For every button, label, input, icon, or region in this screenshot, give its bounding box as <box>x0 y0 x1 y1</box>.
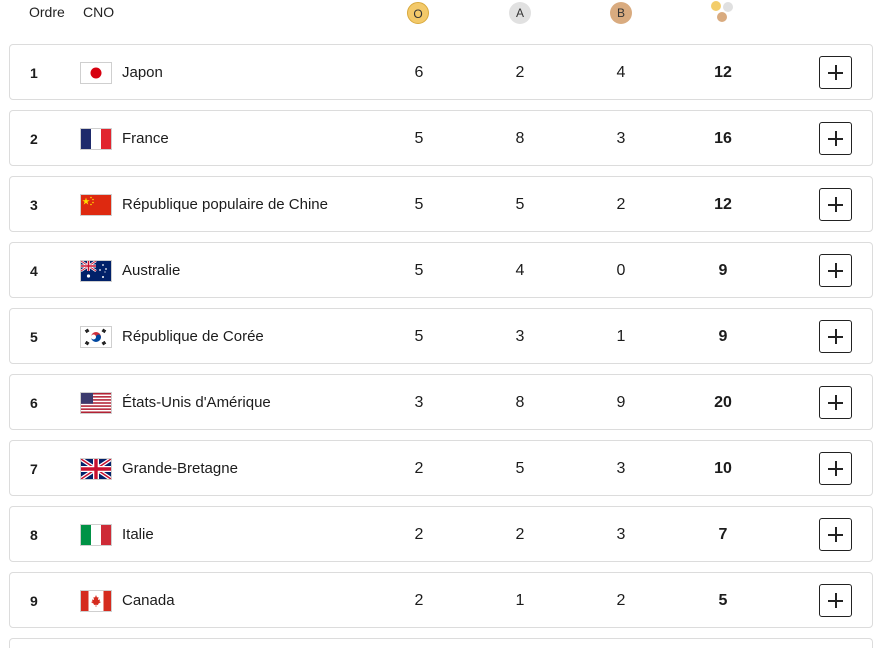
gold-count: 5 <box>414 262 424 279</box>
table-row[interactable]: 4 Australie 5 4 0 9 <box>9 242 873 298</box>
italy-flag-icon <box>80 524 112 546</box>
rank: 1 <box>30 65 38 81</box>
expand-button[interactable] <box>819 188 852 221</box>
bronze-count: 1 <box>616 328 626 345</box>
silver-count: 1 <box>515 592 525 609</box>
gold-count: 3 <box>414 394 424 411</box>
rank: 2 <box>30 131 38 147</box>
medals-total-icon[interactable] <box>711 1 739 25</box>
silver-count: 8 <box>515 130 525 147</box>
total-count: 9 <box>718 328 728 345</box>
korea-flag-icon <box>80 326 112 348</box>
country-name[interactable]: République populaire de Chine <box>122 196 328 213</box>
country-name[interactable]: Australie <box>122 262 181 279</box>
china-flag-icon <box>80 194 112 216</box>
rank: 7 <box>30 461 38 477</box>
country-name[interactable]: Canada <box>122 592 175 609</box>
table-row-partial <box>9 638 873 648</box>
table-row[interactable]: 1 Japon 6 2 4 12 <box>9 44 873 100</box>
table-row[interactable]: 2 France 5 8 3 16 <box>9 110 873 166</box>
expand-button[interactable] <box>819 254 852 287</box>
silver-count: 2 <box>515 526 525 543</box>
bronze-count: 3 <box>616 526 626 543</box>
expand-button[interactable] <box>819 386 852 419</box>
medal-table-header: Ordre CNO O A B <box>0 0 886 30</box>
rank: 5 <box>30 329 38 345</box>
column-header-order[interactable]: Ordre <box>29 4 65 20</box>
country-name[interactable]: Japon <box>122 64 163 81</box>
japan-flag-icon <box>80 62 112 84</box>
table-row[interactable]: 5 République de Corée 5 3 1 9 <box>9 308 873 364</box>
bronze-count: 9 <box>616 394 626 411</box>
australia-flag-icon <box>80 260 112 282</box>
gold-count: 5 <box>414 130 424 147</box>
total-count: 9 <box>718 262 728 279</box>
silver-count: 4 <box>515 262 525 279</box>
silver-count: 3 <box>515 328 525 345</box>
bronze-count: 3 <box>616 130 626 147</box>
great-britain-flag-icon <box>80 458 112 480</box>
rank: 9 <box>30 593 38 609</box>
bronze-count: 0 <box>616 262 626 279</box>
expand-button[interactable] <box>819 452 852 485</box>
expand-button[interactable] <box>819 320 852 353</box>
expand-button[interactable] <box>819 56 852 89</box>
column-header-cno[interactable]: CNO <box>83 4 115 20</box>
gold-count: 5 <box>414 196 424 213</box>
country-name[interactable]: États-Unis d'Amérique <box>122 394 271 411</box>
expand-button[interactable] <box>819 584 852 617</box>
total-count: 5 <box>718 592 728 609</box>
country-name[interactable]: Grande-Bretagne <box>122 460 238 477</box>
bronze-count: 2 <box>616 196 626 213</box>
gold-count: 2 <box>414 592 424 609</box>
bronze-count: 2 <box>616 592 626 609</box>
country-name[interactable]: République de Corée <box>122 328 264 345</box>
total-count: 20 <box>714 394 732 411</box>
rank: 4 <box>30 263 38 279</box>
total-count: 16 <box>714 130 732 147</box>
table-row[interactable]: 3 République populaire de Chine 5 5 2 12 <box>9 176 873 232</box>
bronze-medal-icon[interactable]: B <box>610 2 632 24</box>
gold-count: 2 <box>414 526 424 543</box>
total-count: 12 <box>714 196 732 213</box>
gold-medal-icon[interactable]: O <box>407 2 429 24</box>
gold-count: 6 <box>414 64 424 81</box>
bronze-count: 3 <box>616 460 626 477</box>
rank: 6 <box>30 395 38 411</box>
table-row[interactable]: 8 Italie 2 2 3 7 <box>9 506 873 562</box>
table-row[interactable]: 9 Canada 2 1 2 5 <box>9 572 873 628</box>
country-name[interactable]: Italie <box>122 526 154 543</box>
rank: 8 <box>30 527 38 543</box>
canada-flag-icon <box>80 590 112 612</box>
gold-count: 2 <box>414 460 424 477</box>
silver-count: 5 <box>515 196 525 213</box>
rank: 3 <box>30 197 38 213</box>
gold-count: 5 <box>414 328 424 345</box>
bronze-count: 4 <box>616 64 626 81</box>
silver-count: 8 <box>515 394 525 411</box>
country-name[interactable]: France <box>122 130 169 147</box>
total-count: 7 <box>718 526 728 543</box>
expand-button[interactable] <box>819 518 852 551</box>
usa-flag-icon <box>80 392 112 414</box>
table-row[interactable]: 6 États-Unis d'Amérique 3 8 9 20 <box>9 374 873 430</box>
expand-button[interactable] <box>819 122 852 155</box>
france-flag-icon <box>80 128 112 150</box>
silver-medal-icon[interactable]: A <box>509 2 531 24</box>
total-count: 10 <box>714 460 732 477</box>
table-row[interactable]: 7 Grande-Bretagne 2 5 3 10 <box>9 440 873 496</box>
silver-count: 2 <box>515 64 525 81</box>
medal-table: 1 Japon 6 2 4 12 2 France 5 8 3 16 3 Rép… <box>9 44 873 658</box>
silver-count: 5 <box>515 460 525 477</box>
total-count: 12 <box>714 64 732 81</box>
